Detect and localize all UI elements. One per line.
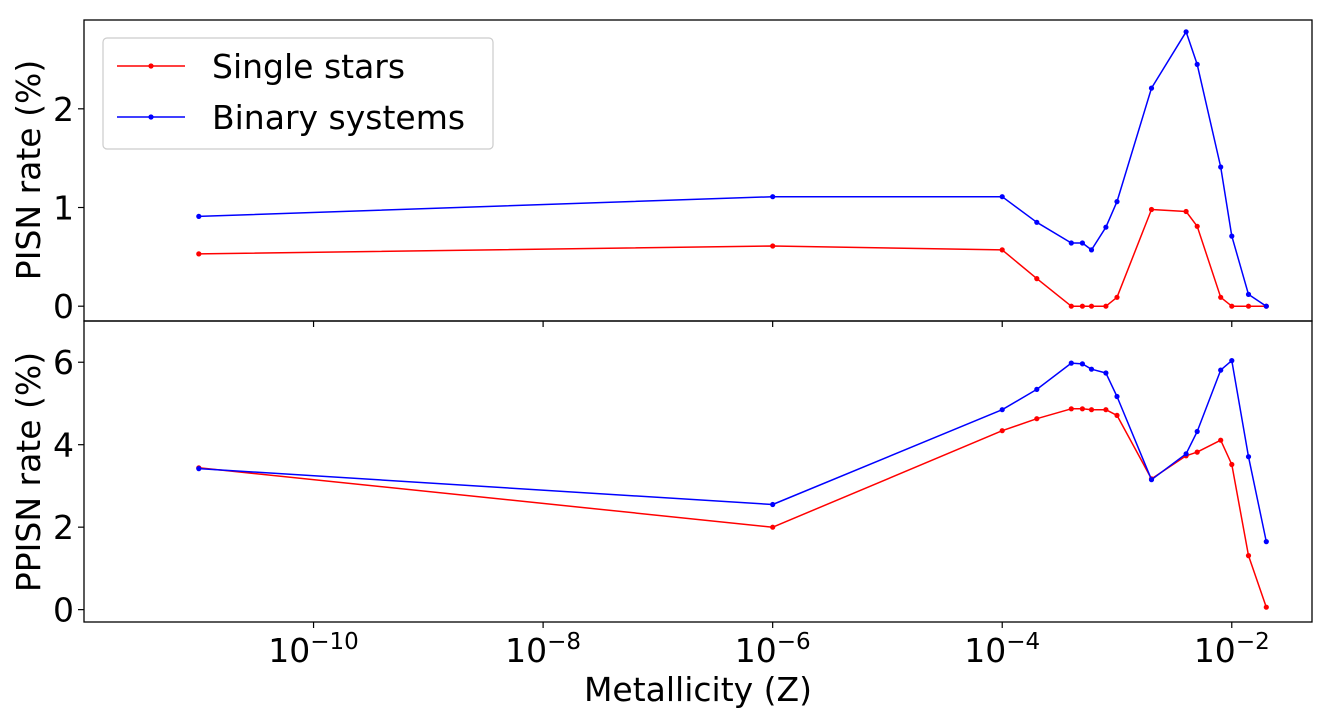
pisn-point-single-stars (1183, 208, 1189, 215)
pisn-y-axis-label: PISN rate (%) (9, 60, 48, 280)
pisn-point-single-stars (196, 251, 202, 257)
ppisn-x-ticks: 10−10 10−8 10−6 10−4 10−2 (268, 622, 1270, 670)
ppisn-line-binary-systems (198, 359, 1268, 542)
pisn-point-binary-systems (196, 213, 202, 219)
ppisn-point-binary-systems (1068, 360, 1074, 366)
ppisn-point-binary-systems (1194, 428, 1200, 435)
pisn-y-tick-label: 0 (53, 287, 74, 326)
pisn-point-single-stars (1245, 303, 1252, 309)
ppisn-point-single-stars (1245, 553, 1252, 559)
pisn-point-binary-systems (1068, 240, 1074, 246)
ppisn-point-binary-systems (999, 407, 1005, 413)
ppisn-y-axis-label: PPISN rate (%) (9, 352, 48, 592)
pisn-point-single-stars (999, 247, 1005, 253)
pisn-point-single-stars (1194, 223, 1200, 229)
ppisn-axes-frame (83, 320, 1313, 623)
ppisn-point-single-stars (1263, 604, 1269, 610)
ppisn-y-tick-label: 0 (53, 591, 74, 630)
pisn-point-single-stars (1034, 276, 1040, 282)
legend-single-swatch-marker (148, 63, 154, 69)
pisn-line-binary-systems (198, 31, 1267, 307)
ppisn-point-binary-systems (770, 501, 776, 508)
pisn-point-binary-systems (1183, 29, 1189, 35)
pisn-point-single-stars (1218, 294, 1224, 300)
pisn-point-binary-systems (1218, 164, 1224, 170)
ppisn-point-binary-systems (1218, 367, 1224, 373)
pisn-point-single-stars (1103, 303, 1109, 309)
ppisn-point-binary-systems (1229, 358, 1235, 364)
ppisn-point-single-stars (1079, 406, 1085, 412)
ppisn-x-tick-label: 10−10 (268, 629, 359, 670)
pisn-point-single-stars (1079, 303, 1085, 309)
ppisn-point-single-stars (1229, 461, 1235, 468)
ppisn-y-tick-label: 2 (53, 508, 74, 547)
ppisn-point-binary-systems (1263, 539, 1269, 545)
ppisn-point-single-stars (770, 524, 776, 530)
legend: Single stars Binary systems (102, 37, 494, 150)
pisn-point-single-stars (1088, 303, 1095, 309)
pisn-point-single-stars (1068, 303, 1074, 309)
pisn-point-binary-systems (1034, 219, 1040, 225)
ppisn-point-single-stars (1194, 449, 1200, 455)
pisn-point-binary-systems (1103, 224, 1109, 230)
pisn-point-single-stars (770, 243, 776, 249)
pisn-point-binary-systems (1114, 199, 1120, 205)
ppisn-x-tick-label: 10−2 (1194, 629, 1270, 670)
ppisn-point-binary-systems (196, 466, 202, 472)
pisn-y-tick-label: 2 (53, 90, 74, 129)
ppisn-point-single-stars (1218, 437, 1224, 443)
pisn-point-binary-systems (1194, 61, 1200, 67)
ppisn-point-single-stars (1103, 407, 1109, 413)
ppisn-point-binary-systems (1079, 361, 1085, 367)
pisn-point-single-stars (1229, 303, 1235, 309)
ppisn-point-binary-systems (1103, 370, 1109, 376)
legend-binary-label: Binary systems (212, 98, 465, 137)
ppisn-point-binary-systems (1148, 477, 1155, 483)
ppisn-point-single-stars (1034, 416, 1040, 422)
legend-binary-swatch-marker (148, 114, 154, 120)
ppisn-point-single-stars (1068, 406, 1074, 412)
pisn-point-binary-systems (1148, 85, 1155, 91)
ppisn-point-binary-systems (1183, 451, 1189, 457)
pisn-point-binary-systems (1263, 303, 1269, 309)
pisn-point-binary-systems (1229, 233, 1235, 239)
pisn-point-single-stars (1148, 206, 1155, 213)
ppisn-series-group (196, 358, 1269, 610)
pisn-point-binary-systems (1088, 247, 1095, 253)
ppisn-point-binary-systems (1088, 366, 1095, 372)
ppisn-line-single-stars (198, 408, 1268, 608)
pisn-x-ticks (312, 321, 1233, 327)
ppisn-point-single-stars (999, 428, 1005, 434)
ppisn-panel: 0 2 4 6 10−10 10−8 10−6 10−4 10−2 PPISN rate (%… (9, 320, 1313, 709)
ppisn-y-tick-label: 6 (53, 343, 74, 382)
ppisn-x-tick-label: 10−6 (735, 629, 811, 670)
pisn-point-binary-systems (770, 194, 776, 200)
x-axis-label: Metallicity (Z) (584, 670, 812, 709)
ppisn-point-single-stars (1088, 407, 1095, 413)
pisn-point-single-stars (1114, 294, 1120, 300)
pisn-series-group (196, 29, 1269, 309)
ppisn-point-binary-systems (1114, 393, 1120, 400)
pisn-line-single-stars (198, 208, 1267, 307)
pisn-y-tick-label: 1 (53, 189, 74, 228)
ppisn-y-ticks: 0 2 4 6 (53, 343, 84, 630)
legend-frame (102, 37, 494, 150)
ppisn-point-binary-systems (1245, 454, 1252, 460)
pisn-y-ticks: 0 1 2 (53, 90, 84, 326)
ppisn-point-binary-systems (1034, 386, 1040, 392)
ppisn-y-tick-label: 4 (53, 426, 74, 465)
ppisn-point-single-stars (1114, 412, 1120, 418)
pisn-panel: 0 1 2 PISN rate (%) Single stars Binary sy… (9, 19, 1313, 327)
pisn-point-binary-systems (1245, 291, 1252, 297)
legend-single-label: Single stars (212, 47, 405, 86)
ppisn-x-tick-label: 10−4 (964, 629, 1040, 670)
pisn-point-binary-systems (999, 194, 1005, 200)
ppisn-x-tick-label: 10−8 (505, 629, 581, 670)
pisn-point-binary-systems (1079, 240, 1085, 246)
